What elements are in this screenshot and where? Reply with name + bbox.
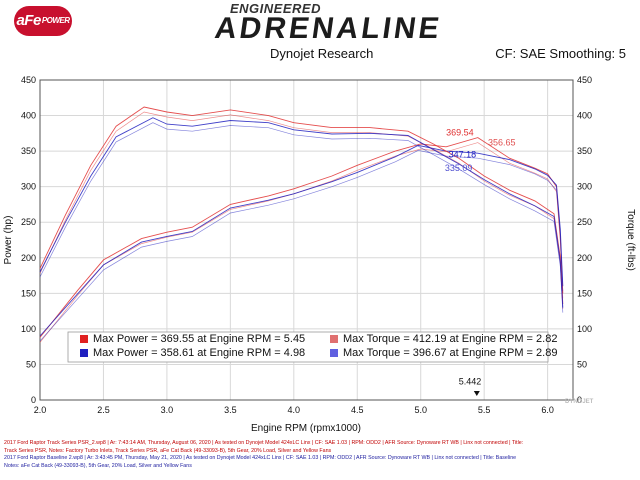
y-tick-label-right: 350 [577, 146, 592, 156]
point-label: 356.65 [488, 137, 516, 147]
y-tick-label-right: 450 [577, 75, 592, 85]
legend-swatch [80, 349, 88, 357]
axis-ticks: 2.0 2.5 3.0 3.5 4.0 4.5 5.0 5.5 6.0 0 0 50 50 100 100 1… [21, 75, 592, 415]
legend-entry: Max Torque = 396.67 at Engine RPM = 2.89 [343, 347, 557, 359]
series-line-power-blue [39, 144, 564, 337]
legend: Max Power = 369.55 at Engine RPM = 5.45 M… [67, 331, 557, 363]
legend-swatch [330, 349, 338, 357]
y-tick-label-left: 100 [21, 324, 36, 334]
run-notes-line: 2017 Ford Raptor Baseline 2.wp8 | Ar: 3:… [4, 455, 517, 461]
x-tick-label: 2.5 [97, 405, 110, 415]
y-tick-label-left: 450 [21, 75, 36, 85]
y-axis-label-left: Power (hp) [3, 216, 14, 265]
point-label: 347.18 [449, 150, 477, 160]
y-tick-label-left: 50 [26, 359, 36, 369]
y-tick-label-right: 150 [577, 288, 592, 298]
series-line-torque-blue [39, 117, 564, 308]
run-notes-line: Notes: aFe Cat Back (49-33093-B), 5th Ge… [4, 462, 192, 469]
y-tick-label-left: 0 [31, 395, 36, 405]
point-label: 369.54 [446, 127, 474, 137]
legend-swatch [80, 335, 88, 343]
header: aFePOWER ENGINEERED ADRENALINE Dynojet R… [0, 0, 640, 68]
x-tick-label: 4.0 [288, 405, 301, 415]
y-tick-label-left: 250 [21, 217, 36, 227]
dyno-chart: 2.0 2.5 3.0 3.5 4.0 4.5 5.0 5.5 6.0 0 0 50 50 100 100 1… [3, 75, 636, 434]
x-tick-label: 2.0 [34, 405, 47, 415]
plot-frame [39, 79, 574, 401]
y-tick-label-right: 200 [577, 253, 592, 263]
brand-tagline-top: ENGINEERED [230, 1, 321, 16]
y-tick-label-right: 50 [577, 359, 587, 369]
legend-entry: Max Power = 369.55 at Engine RPM = 5.45 [93, 333, 305, 345]
correction-settings: CF: SAE Smoothing: 5 [495, 46, 626, 61]
series-lines [39, 106, 564, 343]
y-tick-label-left: 350 [21, 146, 36, 156]
y-axis-label-right: Torque (ft-lbs) [625, 209, 636, 271]
legend-entry: Max Torque = 412.19 at Engine RPM = 2.82 [343, 333, 557, 345]
legend-box [67, 331, 549, 363]
series-line-torque-blue-trace [39, 122, 564, 313]
series-line-torque-red [39, 106, 564, 305]
afe-logo: aFePOWER [14, 6, 72, 36]
point-label: 335.09 [445, 163, 473, 173]
series-line-power-blue-trace [39, 150, 564, 342]
logo-text: aFe [16, 12, 41, 29]
run-notes-line: Track Series PSR, Notes: Factory Turbo I… [4, 447, 332, 454]
x-tick-label: 6.0 [541, 405, 554, 415]
dyno-source: Dynojet Research [270, 46, 374, 61]
y-tick-label-left: 200 [21, 253, 36, 263]
watermark: DYNOJET [565, 399, 594, 405]
y-tick-label-right: 250 [577, 217, 592, 227]
y-tick-label-left: 300 [21, 182, 36, 192]
x-tick-label: 5.0 [414, 405, 427, 415]
point-label: 5.442 [459, 376, 482, 386]
x-tick-label: 4.5 [351, 405, 364, 415]
run-notes: 2017 Ford Raptor Track Series PSR_2.wp8 … [4, 440, 640, 470]
y-tick-label-right: 0 [577, 395, 582, 405]
series-line-power-red-trace [39, 142, 564, 343]
x-tick-label: 3.5 [224, 405, 237, 415]
y-tick-label-left: 150 [21, 288, 36, 298]
logo-sub: POWER [41, 16, 70, 25]
y-tick-label-right: 300 [577, 182, 592, 192]
x-axis-label: Engine RPM (rpmx1000) [251, 423, 361, 434]
series-line-power-red [39, 137, 564, 338]
y-tick-label-right: 400 [577, 111, 592, 121]
legend-swatch [330, 335, 338, 343]
brand-tagline-main: ADRENALINE [212, 12, 445, 45]
legend-entry: Max Power = 358.61 at Engine RPM = 4.98 [93, 347, 305, 359]
run-notes-line: 2017 Ford Raptor Track Series PSR_2.wp8 … [4, 440, 524, 446]
x-tick-label: 5.5 [478, 405, 491, 415]
y-tick-label-right: 100 [577, 324, 592, 334]
y-tick-label-left: 400 [21, 111, 36, 121]
point-labels: 369.54 356.65 347.18 335.09 5.442 [445, 127, 516, 396]
x-tick-label: 3.0 [161, 405, 174, 415]
rpm-marker [473, 391, 480, 396]
